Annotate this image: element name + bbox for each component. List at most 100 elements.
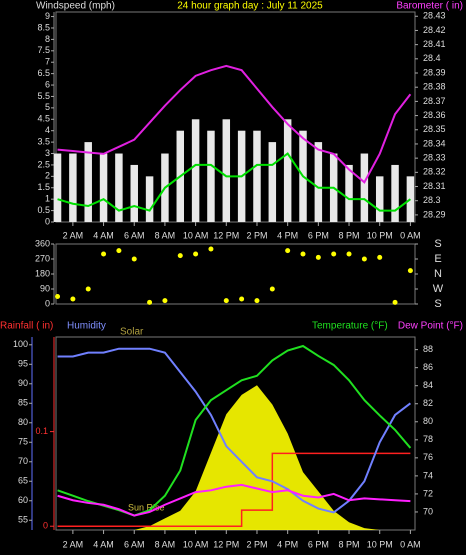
x-tick-label: 2 AM <box>63 539 84 549</box>
wind-bar <box>222 119 231 222</box>
x-tick-label: 2 PM <box>246 230 267 240</box>
rainfall-label: Rainfall ( in) <box>0 321 53 332</box>
direction-dot <box>193 251 199 257</box>
direction-dot <box>208 246 214 252</box>
x-tick-label: 10 PM <box>367 539 393 549</box>
y2-tick-label: 28.35 <box>423 124 446 134</box>
y-tick-label: 70 <box>18 456 28 466</box>
direction-dot <box>70 296 76 302</box>
direction-frame <box>55 243 416 305</box>
y2-tick-label: 28.36 <box>423 110 446 120</box>
direction-dot <box>269 286 275 292</box>
y2-tick-label: W <box>433 283 444 295</box>
wind-bar <box>391 164 399 222</box>
direction-dot <box>346 251 352 257</box>
y-tick-label: 2.5 <box>37 159 50 169</box>
humidity-label: Humidity <box>67 321 106 332</box>
y-tick-label: 1 <box>45 194 50 204</box>
wind-bar <box>53 153 62 222</box>
x-tick-label: 8 PM <box>339 539 360 549</box>
rain-tick-label: 0.1 <box>35 426 48 436</box>
y-tick-label: 100 <box>13 339 28 349</box>
direction-dot <box>315 254 321 260</box>
y-tick-label: 2 <box>45 171 50 181</box>
direction-dot <box>147 299 153 305</box>
y-tick-label: 1.5 <box>37 182 50 192</box>
y-tick-label: 0.5 <box>37 205 50 215</box>
y-tick-label: 270 <box>35 253 50 263</box>
y2-tick-label: 28.38 <box>423 82 446 92</box>
y-tick-label: 4.5 <box>37 114 50 124</box>
y-tick-label: 6 <box>45 79 50 89</box>
wind-bar <box>207 130 215 222</box>
barometer-label: Barometer ( in) <box>396 1 463 12</box>
y-tick-label: 180 <box>35 268 50 278</box>
y2-tick-label: 28.33 <box>423 153 446 163</box>
y2-tick-label: 28.3 <box>423 195 441 205</box>
y-tick-label: 5 <box>45 102 50 112</box>
y-tick-label: 95 <box>18 359 28 369</box>
solar-area <box>57 385 411 530</box>
x-tick-label: 10 PM <box>367 230 393 240</box>
direction-dot <box>407 268 413 274</box>
direction-dot <box>177 253 183 259</box>
x-tick-label: 4 PM <box>277 539 298 549</box>
x-tick-label: 6 PM <box>308 230 329 240</box>
y-tick-label: 5.5 <box>37 91 50 101</box>
x-tick-label: 6 AM <box>124 539 145 549</box>
x-tick-label: 8 AM <box>155 230 176 240</box>
x-tick-label: 0 AM <box>400 539 421 549</box>
x-tick-label: 8 AM <box>155 539 176 549</box>
y-tick-label: 65 <box>18 476 28 486</box>
y-tick-label: 3.5 <box>37 136 50 146</box>
x-tick-label: 10 AM <box>183 230 209 240</box>
x-tick-label: 6 AM <box>124 230 145 240</box>
direction-dot <box>254 298 260 304</box>
y2-tick-label: S <box>434 298 441 310</box>
x-tick-label: 10 AM <box>183 539 209 549</box>
direction-dot <box>392 299 398 305</box>
x-tick-label: 12 PM <box>213 539 239 549</box>
y-tick-label: 4 <box>45 125 50 135</box>
y2-tick-label: S <box>434 238 441 250</box>
y-tick-label: 8 <box>45 34 50 44</box>
series-line <box>57 483 411 517</box>
y-tick-label: 7.5 <box>37 45 50 55</box>
y-tick-label: 8.5 <box>37 22 50 32</box>
y2-tick-label: 88 <box>423 344 433 354</box>
y-tick-label: 0 <box>45 298 50 308</box>
x-tick-label: 4 PM <box>277 230 298 240</box>
y2-tick-label: 86 <box>423 362 433 372</box>
wind-bar <box>406 176 415 222</box>
y2-tick-label: 28.4 <box>423 53 441 63</box>
wind-bar <box>345 164 353 222</box>
direction-dot <box>131 256 137 262</box>
direction-dot <box>239 296 245 302</box>
wind-bar <box>99 153 108 222</box>
x-tick-label: 8 PM <box>339 230 360 240</box>
direction-dot <box>361 256 367 262</box>
y2-tick-label: 70 <box>423 506 433 516</box>
x-tick-label: 2 PM <box>246 539 267 549</box>
y2-tick-label: 74 <box>423 470 433 480</box>
wind-bar <box>145 176 154 222</box>
x-tick-label: 6 PM <box>308 539 329 549</box>
y2-tick-label: N <box>434 268 442 280</box>
series-line <box>57 64 412 184</box>
y-tick-label: 0 <box>45 216 50 226</box>
y2-tick-label: 78 <box>423 434 433 444</box>
y2-tick-label: 28.34 <box>423 138 446 148</box>
direction-dot <box>285 248 291 254</box>
y2-tick-label: 28.29 <box>423 209 446 219</box>
direction-dot <box>55 294 61 299</box>
y-tick-label: 90 <box>40 283 50 293</box>
y-tick-label: 60 <box>18 495 28 505</box>
solar-label: Solar <box>120 327 144 338</box>
wind-bar <box>130 164 138 222</box>
x-tick-label: 4 AM <box>93 230 114 240</box>
direction-dot <box>300 251 306 257</box>
y2-tick-label: 76 <box>423 452 433 462</box>
y-tick-label: 90 <box>18 378 28 388</box>
sunrise-annotation: Sun Rise <box>128 502 165 512</box>
